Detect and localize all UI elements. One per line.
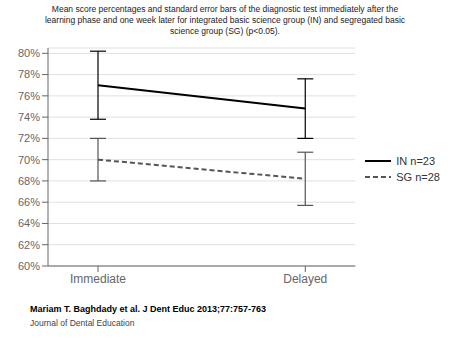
html-text:Mariam T. Baghdady et al. J De: Mariam T. Baghdady et al. J Dent Educ 20… (30, 304, 267, 314)
svg-text:72%: 72% (18, 132, 40, 144)
svg-text:78%: 78% (18, 68, 40, 80)
html-text:learning phase and one week la: learning phase and one week later for in… (45, 15, 405, 25)
html-text:IN n=23: IN n=23 (396, 155, 436, 167)
html-text:Journal of Dental Education: Journal of Dental Education (30, 318, 135, 328)
svg-text:60%: 60% (18, 260, 40, 272)
html-text:SG n=28: SG n=28 (396, 171, 440, 183)
svg-text:70%: 70% (18, 154, 40, 166)
svg-text:80%: 80% (18, 47, 40, 59)
svg-text:Delayed: Delayed (283, 272, 327, 286)
html-text:science group (SG) (p<0.05).: science group (SG) (p<0.05). (170, 26, 280, 36)
svg-text:74%: 74% (18, 111, 40, 123)
svg-text:68%: 68% (18, 175, 40, 187)
svg-text:66%: 66% (18, 196, 40, 208)
svg-text:62%: 62% (18, 239, 40, 251)
html-text:Mean score percentages and sta: Mean score percentages and standard erro… (51, 4, 399, 14)
svg-text:76%: 76% (18, 90, 40, 102)
svg-text:Immediate: Immediate (70, 272, 126, 286)
svg-text:64%: 64% (18, 217, 40, 229)
